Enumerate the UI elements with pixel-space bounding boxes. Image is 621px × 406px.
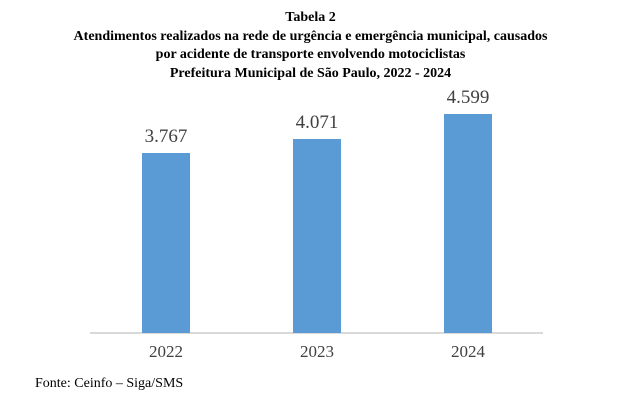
- bar-2024: [444, 114, 492, 333]
- bar-value-label-2023: 4.071: [295, 112, 339, 133]
- source-note: Fonte: Ceinfo – Siga/SMS: [35, 376, 184, 391]
- bar-2022: [142, 153, 190, 333]
- x-axis-line: [90, 332, 543, 334]
- bar-2023: [293, 139, 341, 333]
- chart-title-line-1: Atendimentos realizados na rede de urgên…: [73, 28, 548, 44]
- x-axis-tick-label-2024: 2024: [451, 342, 485, 361]
- bar-value-label-2022: 3.767: [144, 126, 188, 147]
- bar-value-label-2024: 4.599: [446, 87, 490, 108]
- x-axis-tick-label-2023: 2023: [300, 342, 334, 361]
- chart-title-block: Tabela 2 Atendimentos realizados na rede…: [0, 9, 621, 83]
- chart-title-line-3: Prefeitura Municipal de São Paulo, 2022 …: [169, 65, 452, 81]
- x-axis-tick-label-2022: 2022: [149, 342, 183, 361]
- table-caption: Tabela 2: [285, 10, 336, 25]
- chart-title-line-2: por acidente de transporte envolvendo mo…: [155, 47, 466, 62]
